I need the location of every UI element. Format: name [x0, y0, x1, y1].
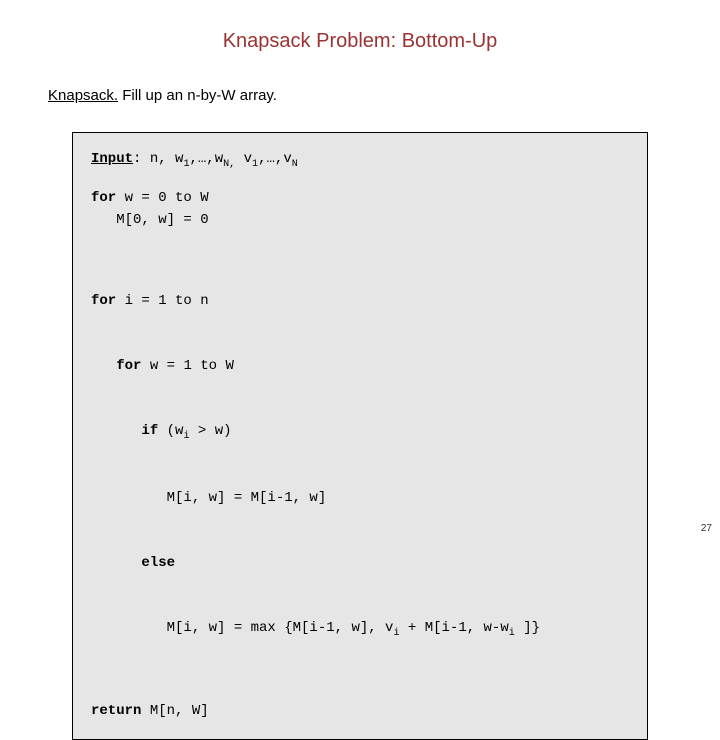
subtitle-rest: Fill up an n-by-W array.	[118, 87, 277, 104]
for-w-body: w = 0 to W	[116, 190, 208, 206]
line-for-w0: for w = 0 to W	[91, 188, 629, 210]
slide-title: Knapsack Problem: Bottom-Up	[48, 30, 672, 53]
for-i-body: i = 1 to n	[116, 293, 208, 309]
else-a: M[i, w] = max {M[i-1, w], v	[91, 620, 393, 636]
if-a: (w	[158, 423, 183, 439]
wN-sub: N,	[223, 159, 235, 170]
line-for-w1: for w = 1 to W	[91, 356, 629, 378]
return-body: M[n, W]	[141, 703, 208, 719]
if-kw: if	[141, 423, 158, 439]
if-b: > w)	[190, 423, 232, 439]
v-ell: ,…,	[258, 151, 283, 167]
line-then: M[i, w] = M[i-1, w]	[91, 488, 629, 510]
vN-sub: N	[292, 159, 298, 170]
code-main-block: for i = 1 to n for w = 1 to W if (wi > w…	[91, 248, 629, 685]
for-w1-body: w = 1 to W	[141, 358, 233, 374]
code-init-block: for w = 0 to W M[0, w] = 0	[91, 188, 629, 231]
input-keyword: Input	[91, 151, 133, 167]
wN: w	[215, 151, 223, 167]
w-ell: ,…,	[190, 151, 215, 167]
else-b: + M[i-1, w-w	[400, 620, 509, 636]
line-if: if (wi > w)	[91, 421, 629, 444]
page-number: 27	[701, 523, 712, 534]
input-rest: : n,	[133, 151, 175, 167]
code-input-block: Input: n, w1,…,wN, v1,…,vN	[91, 149, 629, 172]
slide-subtitle: Knapsack. Fill up an n-by-W array.	[48, 87, 672, 104]
line-m0w: M[0, w] = 0	[91, 210, 629, 232]
else-kw: else	[141, 555, 175, 571]
code-return-block: return M[n, W]	[91, 701, 629, 723]
v1: v	[244, 151, 252, 167]
for-kw-3: for	[116, 358, 141, 374]
vN: v	[283, 151, 291, 167]
subtitle-lead: Knapsack.	[48, 87, 118, 104]
v-sep	[235, 151, 243, 167]
algorithm-codebox: Input: n, w1,…,wN, v1,…,vN for w = 0 to …	[72, 132, 648, 740]
return-kw: return	[91, 703, 141, 719]
else-c: ]}	[515, 620, 540, 636]
line-else-kw: else	[91, 553, 629, 575]
line-for-i: for i = 1 to n	[91, 291, 629, 313]
for-kw: for	[91, 190, 116, 206]
for-kw-2: for	[91, 293, 116, 309]
line-else: M[i, w] = max {M[i-1, w], vi + M[i-1, w-…	[91, 618, 629, 641]
slide: Knapsack Problem: Bottom-Up Knapsack. Fi…	[0, 0, 720, 740]
